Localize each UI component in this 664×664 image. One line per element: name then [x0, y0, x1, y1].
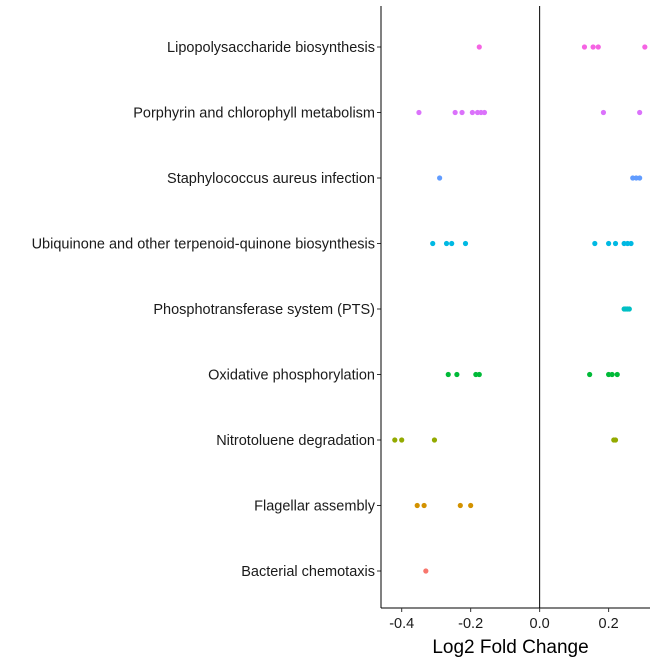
data-point: [637, 175, 643, 181]
data-point: [443, 240, 450, 247]
category-label: Flagellar assembly: [254, 499, 376, 515]
data-point: [462, 240, 469, 247]
category-label: Oxidative phosphorylation: [208, 368, 375, 384]
data-point: [416, 109, 422, 116]
data-point: [600, 109, 607, 116]
data-point: [414, 502, 420, 509]
data-point: [457, 502, 463, 509]
data-point: [595, 44, 601, 50]
data-points: [392, 44, 648, 574]
data-point: [637, 109, 643, 116]
x-axis-title: Log2 Fold Change: [432, 637, 588, 658]
data-point: [587, 371, 593, 378]
data-point: [590, 44, 596, 50]
data-point: [423, 568, 429, 574]
data-point: [612, 437, 619, 443]
data-point: [454, 371, 460, 378]
x-tick-label: -0.4: [389, 616, 414, 632]
data-point: [469, 109, 475, 116]
data-point: [421, 502, 427, 509]
category-label: Bacterial chemotaxis: [241, 564, 375, 580]
category-labels: Lipopolysaccharide biosynthesis Porphyrin…: [32, 40, 381, 580]
x-tick-label: -0.2: [458, 616, 483, 632]
data-point: [476, 44, 482, 50]
data-point: [399, 437, 405, 443]
data-point: [614, 371, 620, 378]
data-point: [481, 109, 488, 116]
x-tick-label: 0.2: [599, 616, 619, 632]
data-point: [612, 240, 619, 247]
data-point: [392, 437, 398, 443]
data-point: [459, 109, 465, 116]
category-label: Staphylococcus aureus infection: [167, 171, 375, 187]
category-label: Ubiquinone and other terpenoid-quinone b…: [32, 237, 375, 253]
x-tick-label: 0.0: [530, 616, 550, 632]
data-point: [609, 371, 615, 378]
x-axis-ticks: -0.4 -0.2 0.0 0.2: [389, 608, 619, 632]
data-point: [592, 240, 598, 247]
data-point: [468, 502, 474, 509]
data-point: [437, 175, 443, 181]
data-point: [626, 306, 632, 312]
data-point: [452, 109, 458, 116]
category-label: Lipopolysaccharide biosynthesis: [167, 40, 375, 56]
data-point: [445, 371, 451, 378]
data-point: [449, 240, 455, 247]
category-label: Nitrotoluene degradation: [216, 433, 375, 449]
data-point: [642, 44, 648, 50]
data-point: [628, 240, 634, 247]
data-point: [606, 240, 612, 247]
category-label: Phosphotransferase system (PTS): [153, 302, 375, 318]
data-point: [431, 437, 438, 443]
data-point: [476, 371, 482, 378]
category-label: Porphyrin and chlorophyll metabolism: [133, 106, 375, 122]
data-point: [430, 240, 436, 247]
data-point: [581, 44, 588, 50]
